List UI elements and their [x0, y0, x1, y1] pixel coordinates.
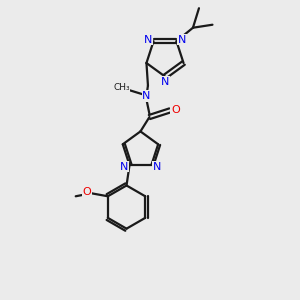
- Text: CH₃: CH₃: [113, 82, 130, 91]
- Text: N: N: [153, 162, 161, 172]
- Text: O: O: [82, 187, 91, 197]
- Text: N: N: [142, 91, 151, 101]
- Text: N: N: [144, 35, 152, 45]
- Text: N: N: [161, 77, 169, 87]
- Text: N: N: [120, 162, 128, 172]
- Text: O: O: [171, 105, 180, 116]
- Text: N: N: [178, 35, 186, 45]
